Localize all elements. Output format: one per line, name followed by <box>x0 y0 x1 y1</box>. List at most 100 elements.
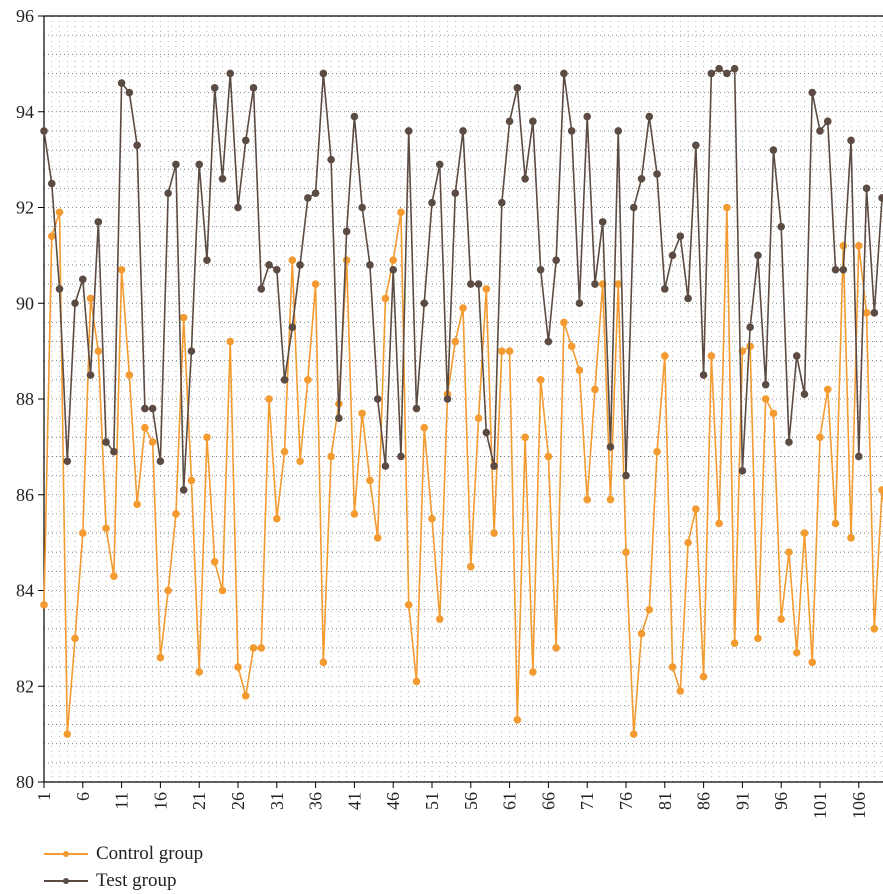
data-point-test <box>513 84 522 92</box>
data-point-control <box>296 457 304 466</box>
data-point-control <box>350 510 359 518</box>
data-point-test <box>47 179 56 188</box>
x-tick-label: 51 <box>422 792 442 810</box>
data-point-control <box>591 385 599 394</box>
data-point-control <box>785 548 793 556</box>
data-point-control <box>117 265 126 274</box>
data-point-test <box>792 352 801 360</box>
x-tick-label: 41 <box>344 792 364 810</box>
data-point-test <box>241 136 250 145</box>
data-point-control <box>575 366 584 375</box>
data-point-test <box>412 404 421 413</box>
data-point-test <box>304 194 312 202</box>
data-point-test <box>498 198 506 207</box>
data-point-test <box>257 285 266 293</box>
data-point-control <box>459 304 467 312</box>
data-point-control <box>490 529 498 537</box>
data-point-test <box>715 64 723 73</box>
data-point-control <box>218 586 227 595</box>
data-point-test <box>591 280 599 288</box>
data-point-control <box>474 414 483 422</box>
data-point-control <box>164 586 172 595</box>
y-tick-label: 96 <box>16 6 34 26</box>
data-point-test <box>226 69 235 78</box>
data-point-test <box>358 203 366 212</box>
data-point-control <box>420 423 429 432</box>
data-point-test <box>319 69 328 78</box>
data-point-test <box>870 309 879 317</box>
data-point-control <box>412 677 421 686</box>
data-point-control <box>723 203 731 212</box>
data-point-control <box>156 653 165 662</box>
data-point-test <box>373 395 382 403</box>
data-point-control <box>622 548 630 556</box>
data-point-test <box>350 112 359 121</box>
data-point-test <box>831 265 840 274</box>
data-point-test <box>435 160 444 169</box>
data-point-test <box>474 280 483 288</box>
data-point-test <box>839 265 848 274</box>
data-point-test <box>141 404 149 413</box>
x-axis-ticks: 1 6 11 16 21 26 31 36 41 46 51 56 61 66 71 76 81 86 91 96 10… <box>34 782 869 819</box>
data-point-control <box>637 629 646 638</box>
x-tick-label: 1 <box>34 792 54 801</box>
y-axis-ticks: 80 82 84 86 88 90 92 94 96 <box>16 6 44 792</box>
data-point-test <box>210 84 219 92</box>
data-point-control <box>125 371 134 379</box>
data-point-control <box>273 514 281 523</box>
data-point-control <box>226 337 235 346</box>
data-point-control <box>47 232 56 241</box>
data-point-test <box>878 194 883 202</box>
data-point-test <box>505 117 514 126</box>
y-tick-label: 88 <box>16 389 34 409</box>
data-point-test <box>420 299 429 308</box>
data-point-test <box>187 347 196 355</box>
data-point-test <box>707 69 716 78</box>
data-point-test <box>94 218 103 226</box>
data-point-test <box>218 174 227 183</box>
data-point-test <box>125 88 134 97</box>
data-point-control <box>210 557 219 566</box>
data-point-control <box>614 280 623 288</box>
data-point-control <box>102 524 110 533</box>
legend-label-test: Test group <box>96 869 177 891</box>
data-point-control <box>55 208 64 217</box>
x-tick-label: 16 <box>150 792 170 810</box>
data-point-control <box>536 376 545 384</box>
x-tick-label: 66 <box>538 792 558 810</box>
data-point-test <box>606 443 615 451</box>
data-point-test <box>847 136 855 145</box>
data-point-test <box>730 64 739 73</box>
data-point-test <box>451 189 460 197</box>
series-layer <box>40 64 883 738</box>
data-point-test <box>645 112 654 121</box>
data-point-test <box>738 467 747 475</box>
data-point-control <box>498 347 506 355</box>
data-point-control <box>195 668 203 676</box>
data-point-test <box>428 198 436 207</box>
x-tick-label: 91 <box>732 792 752 810</box>
data-point-test <box>761 380 770 389</box>
data-point-control <box>684 538 692 547</box>
data-point-test <box>148 404 157 413</box>
data-point-control <box>234 663 242 671</box>
data-point-test <box>164 189 172 197</box>
data-point-test <box>552 256 560 264</box>
data-point-control <box>855 242 863 250</box>
data-point-test <box>156 457 165 466</box>
data-point-test <box>769 146 778 154</box>
data-point-control <box>265 395 273 403</box>
data-point-control <box>397 208 405 217</box>
data-point-test <box>342 227 351 236</box>
data-point-control <box>319 658 328 667</box>
data-point-control <box>241 692 250 700</box>
data-point-control <box>257 644 266 652</box>
data-point-control <box>133 500 141 509</box>
data-point-control <box>777 615 785 624</box>
data-point-test <box>808 88 817 97</box>
data-point-control <box>823 385 832 394</box>
data-point-test <box>443 395 452 403</box>
x-tick-label: 81 <box>655 792 675 810</box>
x-tick-label: 76 <box>616 792 636 810</box>
data-point-control <box>629 730 638 738</box>
